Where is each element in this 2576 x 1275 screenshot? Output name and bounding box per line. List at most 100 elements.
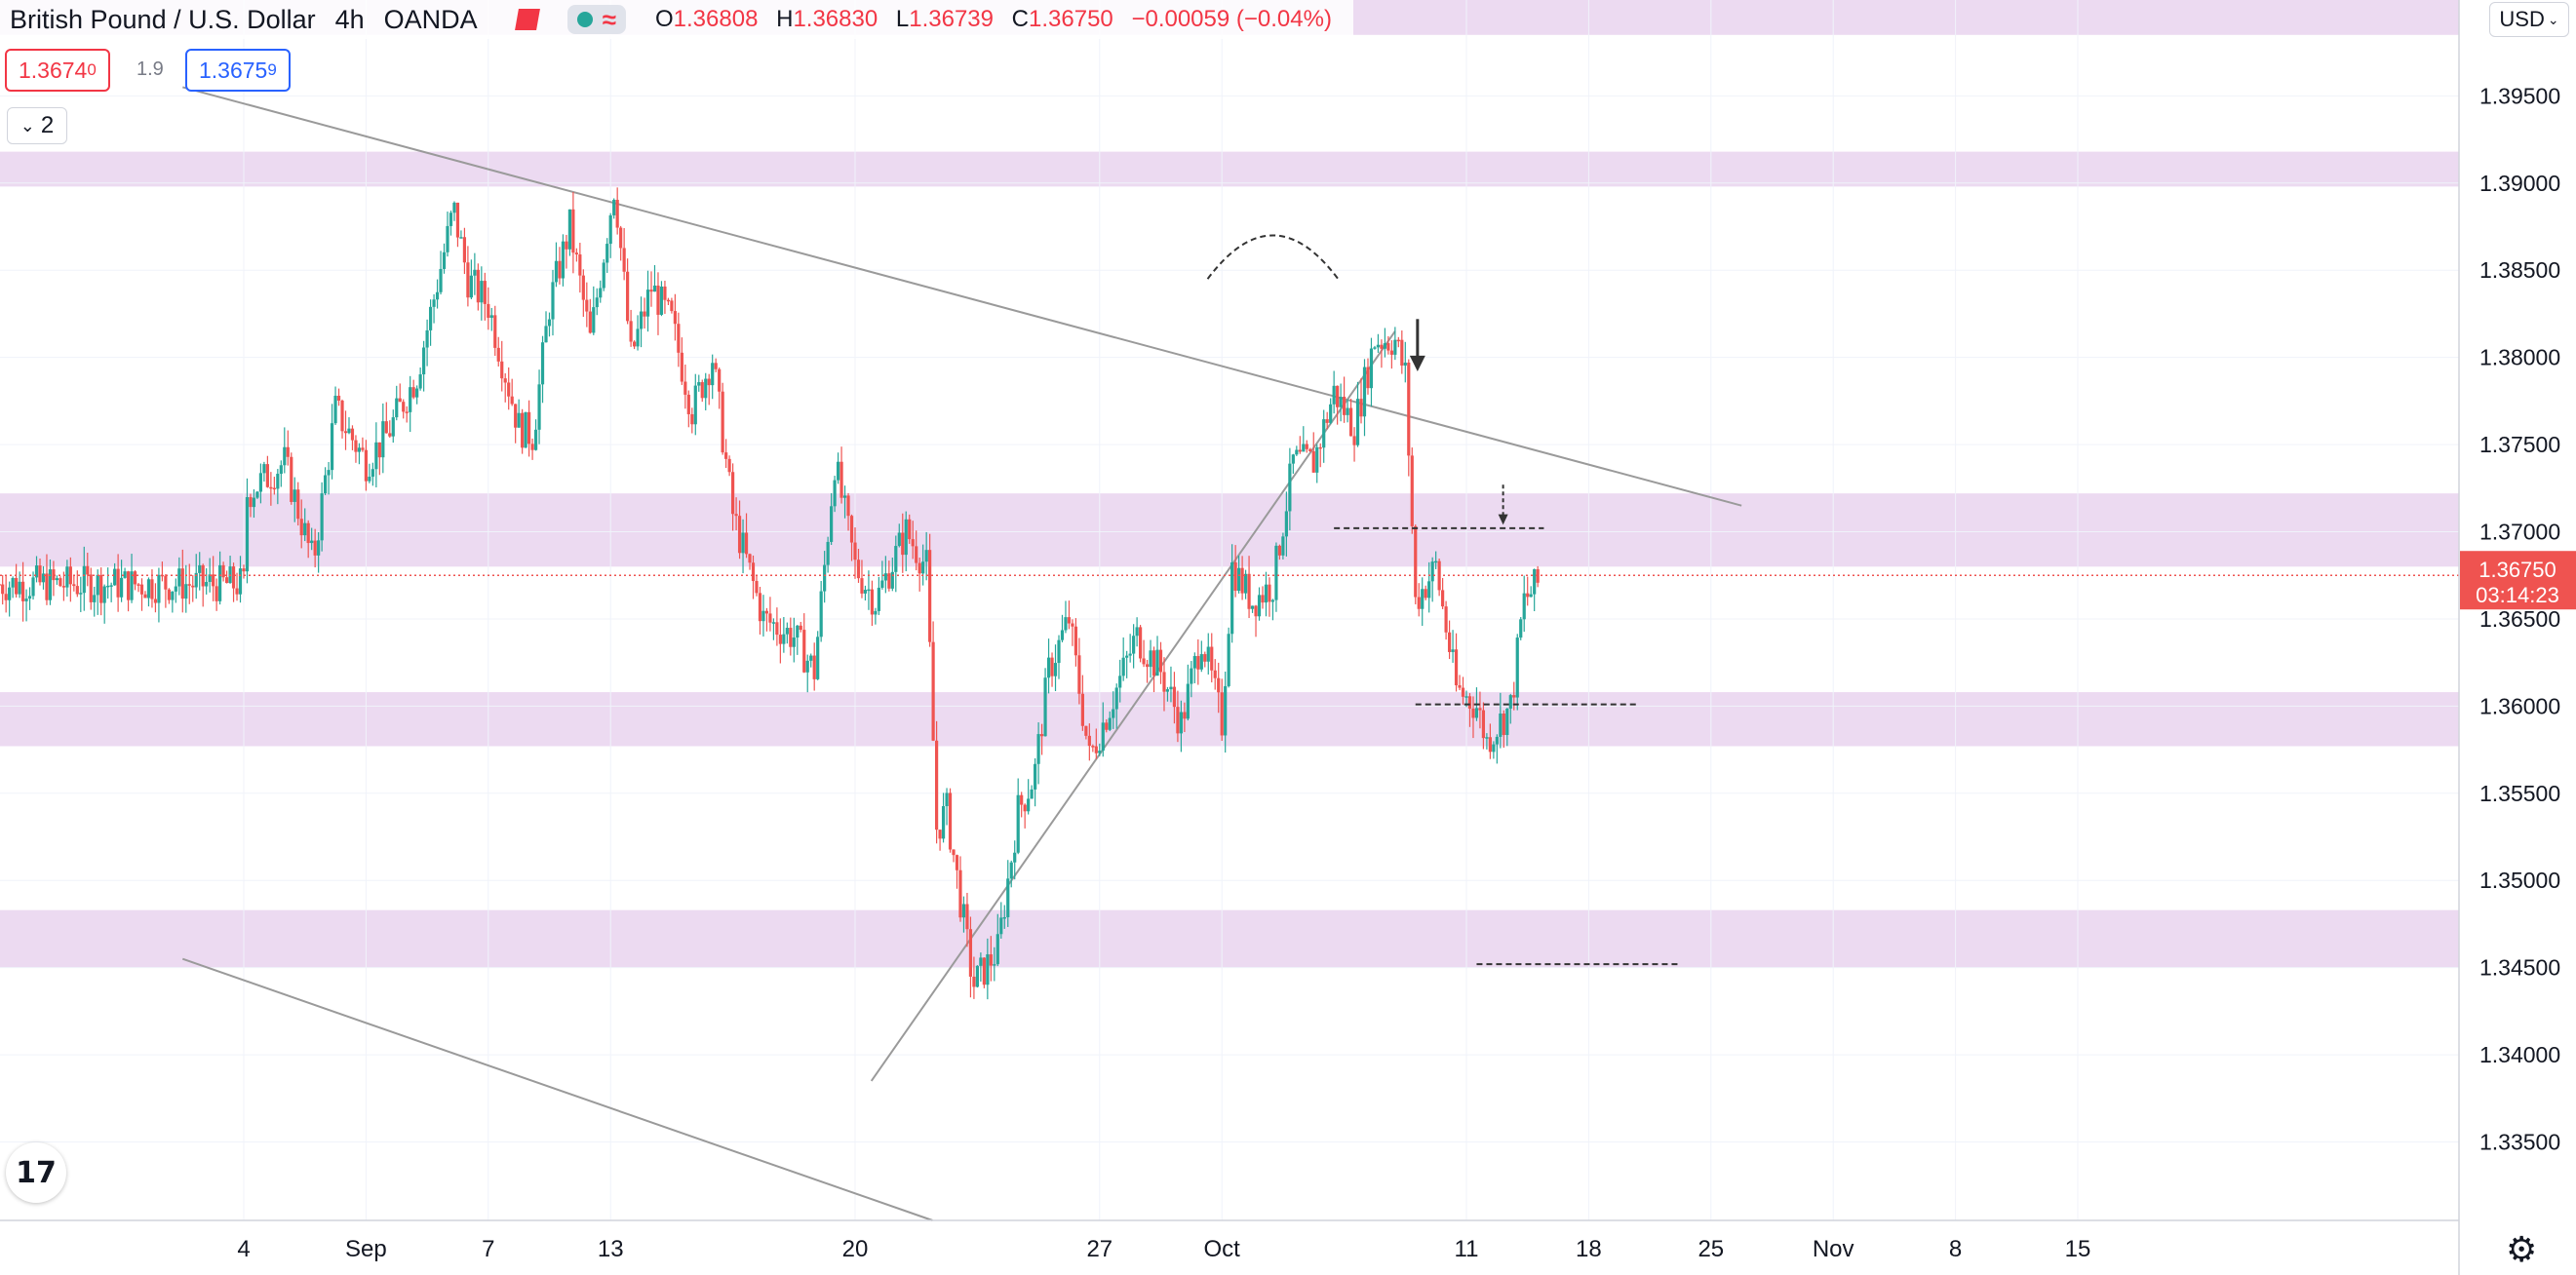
candle-body (707, 378, 711, 386)
candle-body (1502, 713, 1505, 736)
candle-body (11, 577, 15, 588)
flag-icon[interactable] (514, 9, 540, 30)
candle-body (184, 584, 188, 599)
candle-body (1139, 627, 1143, 659)
candle-body (636, 328, 640, 347)
candle-body (507, 382, 511, 397)
candle-body (1407, 362, 1411, 456)
candle-body (1165, 689, 1170, 692)
currency-select[interactable]: USD ⌄ (2489, 2, 2569, 37)
candle-body (836, 461, 840, 481)
candle-body (1237, 567, 1241, 592)
candle-body (1499, 713, 1503, 737)
indicator-toggle[interactable]: ≈ (566, 5, 626, 34)
candle-body (1135, 627, 1139, 637)
candle-body (343, 431, 348, 434)
candle-body (805, 660, 809, 673)
candle-body (1039, 734, 1044, 737)
candle-body (744, 532, 749, 555)
candle-body (537, 384, 541, 430)
candle-body (952, 849, 956, 856)
symbol-info[interactable]: British Pound / U.S. Dollar 4h OANDA (10, 5, 497, 35)
candle-body (1027, 798, 1031, 812)
candle-body (377, 442, 381, 458)
candle-body (1158, 649, 1163, 673)
candle-body (989, 954, 993, 966)
candle-body (1053, 663, 1058, 676)
candle-body (792, 638, 796, 647)
candle-body (395, 398, 399, 418)
candle-body (961, 904, 966, 918)
candle-body (846, 495, 850, 517)
candle-body (8, 587, 12, 600)
candle-body (931, 641, 935, 741)
candle-body (198, 564, 202, 573)
candle-body (221, 564, 225, 578)
candle-body (1421, 589, 1425, 609)
candle-body (711, 363, 715, 386)
candle-body (1118, 676, 1122, 688)
tradingview-logo-icon[interactable]: 17 (6, 1142, 66, 1203)
indicators-collapse-button[interactable]: ⌄ 2 (7, 107, 67, 144)
candle-body (897, 532, 901, 547)
candle-body (398, 398, 402, 403)
candle-body (1261, 595, 1265, 603)
candle-body (439, 268, 443, 292)
candle-body (350, 428, 355, 441)
candle-body (602, 262, 605, 289)
arrow-down-icon (1498, 514, 1508, 525)
candle-body (561, 241, 566, 279)
candle-body (1030, 789, 1034, 799)
candle-body (1444, 606, 1448, 633)
candle-body (361, 447, 365, 450)
candle-body (1311, 450, 1315, 473)
candle-body (1128, 653, 1132, 656)
candle-body (599, 288, 603, 298)
candle-body (645, 290, 650, 317)
candle-body (697, 382, 701, 386)
gear-icon[interactable]: ⚙ (2506, 1230, 2538, 1270)
y-tick-label: 1.39000 (2479, 171, 2560, 196)
candle-body (1067, 617, 1072, 624)
candle-body (547, 319, 552, 327)
candle-body (113, 568, 117, 586)
trendline (870, 330, 1396, 1082)
candle-body (418, 374, 422, 389)
sell-button[interactable]: 1.3674 0 (5, 49, 110, 92)
candle-body (724, 452, 728, 459)
zone-band (0, 909, 2459, 968)
candle-body (1274, 545, 1278, 600)
candle-body (1203, 654, 1207, 662)
candle-body (500, 361, 504, 379)
candle-body (581, 275, 585, 300)
candle-body (384, 421, 388, 434)
candle-body (442, 251, 447, 269)
candle-body (1295, 449, 1299, 455)
candle-body (1427, 581, 1431, 599)
candle-body (15, 577, 19, 595)
candle-body (86, 565, 90, 575)
candle-body (388, 433, 392, 437)
candle-body (333, 395, 337, 424)
buy-button[interactable]: 1.3675 9 (185, 49, 291, 92)
candle-body (157, 574, 161, 603)
candle-body (1522, 593, 1526, 620)
candle-body (293, 489, 296, 502)
zone-band (0, 151, 2459, 187)
candle-body (452, 202, 456, 213)
sell-price: 1.3674 (19, 57, 88, 83)
candle-body (727, 458, 731, 473)
candle-body (1036, 734, 1040, 764)
candle-body (1492, 744, 1496, 753)
candle-body (164, 575, 168, 590)
candle-body (45, 573, 49, 600)
candle-body (785, 628, 789, 635)
candle-body (1192, 656, 1196, 669)
candle-body (1091, 746, 1095, 748)
candle-body (1112, 709, 1115, 718)
candle-body (38, 565, 42, 583)
candle-body (1315, 446, 1319, 473)
candle-body (585, 299, 589, 312)
candle-body (1270, 599, 1275, 602)
